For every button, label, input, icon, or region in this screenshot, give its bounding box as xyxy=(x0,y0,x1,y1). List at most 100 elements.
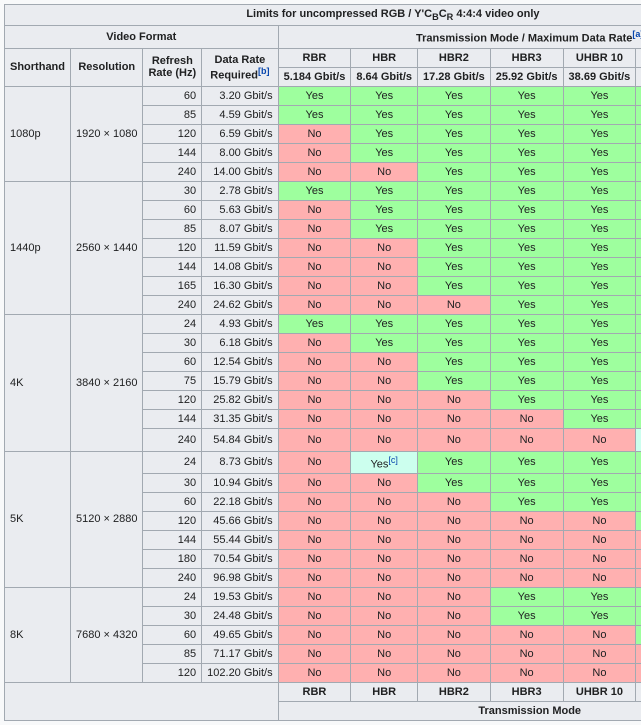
cell-resolution: 7680 × 4320 xyxy=(71,588,143,683)
cell-datarate: 6.18 Gbit/s xyxy=(202,333,278,352)
cell-support: No xyxy=(636,645,641,664)
cell-support: No xyxy=(278,493,351,512)
cell-support: No xyxy=(490,626,563,645)
cell-support: Yes xyxy=(490,105,563,124)
cell-datarate: 8.00 Gbit/s xyxy=(202,143,278,162)
cell-support: Yes xyxy=(563,588,636,607)
cell-shorthand: 1080p xyxy=(5,86,71,181)
cell-support: Yes xyxy=(278,86,351,105)
cell-refresh: 180 xyxy=(143,550,202,569)
cell-datarate: 49.65 Gbit/s xyxy=(202,626,278,645)
cell-shorthand: 1440p xyxy=(5,181,71,314)
cell-support: Yes xyxy=(563,295,636,314)
cell-support: No xyxy=(278,607,351,626)
cell-refresh: 60 xyxy=(143,200,202,219)
cell-support: No xyxy=(418,626,491,645)
cell-datarate: 5.63 Gbit/s xyxy=(202,200,278,219)
cell-support: Yes xyxy=(563,124,636,143)
cell-datarate: 3.20 Gbit/s xyxy=(202,86,278,105)
footer-mode: HBR xyxy=(351,683,418,702)
cell-support: Yes xyxy=(636,143,641,162)
cell-support: No xyxy=(278,645,351,664)
cell-support: No xyxy=(351,550,418,569)
cell-support: No xyxy=(418,550,491,569)
cell-datarate: 8.07 Gbit/s xyxy=(202,219,278,238)
cell-support: No xyxy=(278,550,351,569)
cell-support: Yes xyxy=(351,200,418,219)
cell-support: Yes xyxy=(636,607,641,626)
cell-support: Yes xyxy=(418,181,491,200)
cell-support: No xyxy=(278,664,351,683)
cell-support: Yes xyxy=(490,390,563,409)
cell-shorthand: 4K xyxy=(5,314,71,451)
cell-refresh: 144 xyxy=(143,409,202,428)
cell-support: No xyxy=(418,569,491,588)
header-rate: 5.184 Gbit/s xyxy=(278,67,351,86)
ref-c[interactable]: [c] xyxy=(388,455,398,465)
cell-datarate: 6.59 Gbit/s xyxy=(202,124,278,143)
cell-support: No xyxy=(563,428,636,451)
cell-datarate: 25.82 Gbit/s xyxy=(202,390,278,409)
cell-support: Yes xyxy=(490,588,563,607)
cell-datarate: 10.94 Gbit/s xyxy=(202,474,278,493)
cell-support: Yes xyxy=(636,626,641,645)
cell-support: Yes xyxy=(418,276,491,295)
cell-support: Yes xyxy=(636,105,641,124)
cell-refresh: 30 xyxy=(143,607,202,626)
cell-refresh: 24 xyxy=(143,451,202,474)
cell-support: Yes xyxy=(636,333,641,352)
header-resolution: Resolution xyxy=(71,48,143,86)
footer-mode: HBR3 xyxy=(490,683,563,702)
cell-refresh: 120 xyxy=(143,238,202,257)
cell-support: No xyxy=(351,295,418,314)
cell-support: No xyxy=(278,295,351,314)
cell-support: No xyxy=(418,493,491,512)
cell-support: Yes xyxy=(563,276,636,295)
header-mode: UHBR 10 xyxy=(563,48,636,67)
cell-support: Yes xyxy=(563,238,636,257)
cell-support: No xyxy=(418,607,491,626)
cell-support: Yes xyxy=(563,607,636,626)
cell-datarate: 16.30 Gbit/s xyxy=(202,276,278,295)
cell-resolution: 5120 × 2880 xyxy=(71,451,143,588)
cell-support: Yes xyxy=(490,257,563,276)
cell-support: No xyxy=(418,409,491,428)
cell-refresh: 60 xyxy=(143,626,202,645)
cell-support: Yes xyxy=(418,238,491,257)
cell-support: Yes xyxy=(278,314,351,333)
footer-mode: UHBR 10 xyxy=(563,683,636,702)
cell-datarate: 71.17 Gbit/s xyxy=(202,645,278,664)
cell-support: Yes xyxy=(563,352,636,371)
cell-refresh: 30 xyxy=(143,474,202,493)
cell-refresh: 120 xyxy=(143,124,202,143)
cell-datarate: 11.59 Gbit/s xyxy=(202,238,278,257)
cell-support: No xyxy=(278,200,351,219)
cell-datarate: 31.35 Gbit/s xyxy=(202,409,278,428)
ref-b[interactable]: [b] xyxy=(258,66,270,76)
footer-spacer xyxy=(5,683,279,721)
video-limits-table: Limits for uncompressed RGB / Y'CBCR 4:4… xyxy=(4,4,641,721)
cell-support: Yes xyxy=(563,86,636,105)
cell-support: Yes xyxy=(563,493,636,512)
header-rate: 38.69 Gbit/s xyxy=(563,67,636,86)
cell-support: Yes xyxy=(636,390,641,409)
cell-support: Yes xyxy=(636,238,641,257)
cell-datarate: 24.62 Gbit/s xyxy=(202,295,278,314)
cell-support: Yes xyxy=(636,493,641,512)
cell-support: No xyxy=(636,550,641,569)
cell-support: Yes xyxy=(636,474,641,493)
cell-support: Yes xyxy=(490,200,563,219)
cell-refresh: 60 xyxy=(143,86,202,105)
cell-support: No xyxy=(563,531,636,550)
cell-support: Yes xyxy=(418,200,491,219)
cell-support: Yes xyxy=(636,295,641,314)
cell-support: No xyxy=(351,645,418,664)
cell-refresh: 240 xyxy=(143,428,202,451)
cell-refresh: 240 xyxy=(143,295,202,314)
header-rate: 17.28 Gbit/s xyxy=(418,67,491,86)
footer-mode: RBR xyxy=(278,683,351,702)
cell-support: No xyxy=(351,238,418,257)
ref-a[interactable]: [a] xyxy=(632,29,641,39)
cell-refresh: 120 xyxy=(143,390,202,409)
cell-refresh: 24 xyxy=(143,314,202,333)
